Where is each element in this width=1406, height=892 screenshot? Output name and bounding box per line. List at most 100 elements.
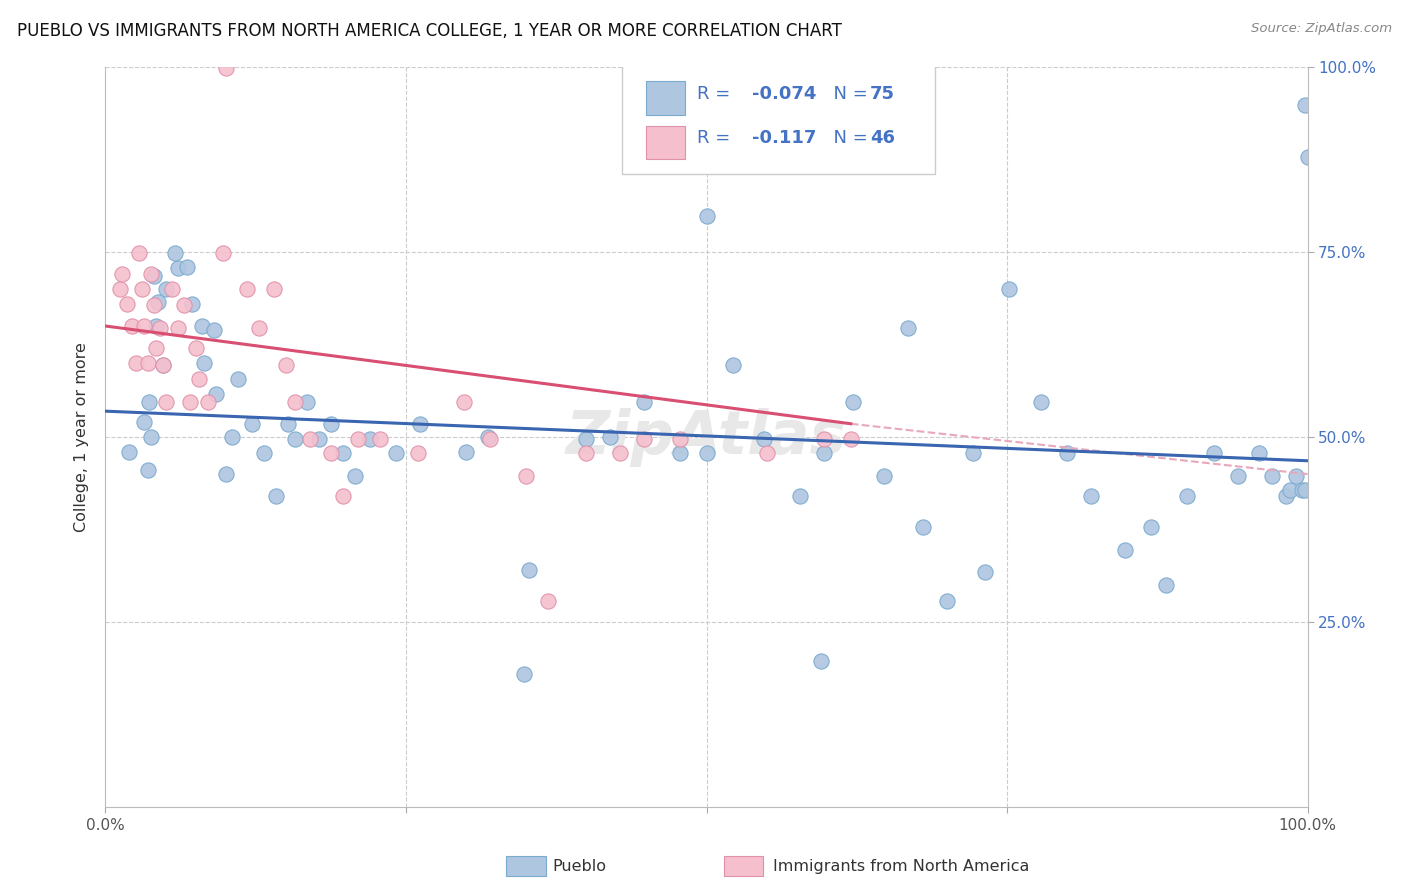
Text: 46: 46 bbox=[870, 129, 896, 147]
Point bbox=[1226, 468, 1249, 483]
Point bbox=[118, 445, 141, 459]
Point bbox=[121, 319, 143, 334]
Text: R =: R = bbox=[697, 129, 735, 147]
FancyBboxPatch shape bbox=[623, 65, 935, 174]
Point bbox=[1056, 446, 1078, 460]
Point bbox=[1080, 489, 1102, 503]
Point bbox=[152, 358, 174, 372]
Point bbox=[145, 341, 167, 355]
Point bbox=[166, 261, 188, 276]
Point bbox=[236, 282, 259, 296]
Point bbox=[284, 432, 307, 446]
Point bbox=[1175, 489, 1198, 503]
Text: -0.117: -0.117 bbox=[752, 129, 817, 147]
Point bbox=[298, 432, 321, 446]
Point bbox=[108, 282, 131, 296]
Point bbox=[515, 468, 537, 483]
Point bbox=[131, 282, 153, 296]
Point bbox=[1294, 483, 1316, 498]
Text: Pueblo: Pueblo bbox=[553, 859, 606, 873]
Text: Source: ZipAtlas.com: Source: ZipAtlas.com bbox=[1251, 22, 1392, 36]
Point bbox=[142, 298, 165, 312]
Point bbox=[669, 432, 692, 446]
Point bbox=[321, 417, 343, 431]
Point bbox=[537, 594, 560, 608]
Point bbox=[274, 358, 297, 372]
Text: N =: N = bbox=[823, 85, 873, 103]
FancyBboxPatch shape bbox=[647, 81, 685, 115]
Point bbox=[575, 432, 598, 446]
Point bbox=[513, 667, 536, 681]
Point bbox=[148, 295, 170, 310]
Point bbox=[633, 394, 655, 409]
Point bbox=[347, 432, 370, 446]
Point bbox=[1029, 394, 1052, 409]
Point bbox=[936, 594, 959, 608]
Point bbox=[253, 446, 276, 460]
Point bbox=[188, 372, 211, 386]
Point bbox=[1202, 446, 1225, 460]
Point bbox=[813, 446, 835, 460]
Point bbox=[1260, 468, 1282, 483]
Point bbox=[1284, 468, 1306, 483]
Point bbox=[277, 417, 299, 431]
Point bbox=[205, 387, 228, 401]
Point bbox=[128, 246, 150, 260]
Point bbox=[136, 463, 159, 477]
Point bbox=[173, 298, 195, 312]
Point bbox=[264, 489, 287, 503]
Point bbox=[197, 394, 219, 409]
Text: ZipAtlas: ZipAtlas bbox=[567, 408, 846, 467]
Point bbox=[721, 358, 744, 372]
Point bbox=[155, 394, 177, 409]
Point bbox=[409, 417, 432, 431]
Point bbox=[155, 282, 177, 296]
Point bbox=[132, 319, 155, 334]
Text: R =: R = bbox=[697, 85, 735, 103]
Point bbox=[297, 394, 319, 409]
Point bbox=[152, 358, 174, 372]
Point bbox=[148, 320, 170, 334]
Point bbox=[212, 246, 235, 260]
Point bbox=[160, 282, 183, 296]
Point bbox=[1249, 446, 1271, 460]
Point bbox=[754, 432, 776, 446]
Point bbox=[1140, 520, 1163, 534]
Point bbox=[247, 320, 270, 334]
Point bbox=[284, 394, 307, 409]
Point bbox=[136, 356, 159, 370]
Point bbox=[263, 282, 285, 296]
Point bbox=[321, 446, 343, 460]
Point bbox=[132, 415, 155, 429]
Point bbox=[179, 394, 201, 409]
Point bbox=[669, 446, 692, 460]
Point bbox=[897, 320, 920, 334]
Point bbox=[193, 356, 215, 370]
Point bbox=[359, 432, 381, 446]
Point bbox=[1275, 489, 1298, 503]
Point bbox=[575, 446, 598, 460]
Point bbox=[385, 446, 408, 460]
Point bbox=[332, 446, 354, 460]
Point bbox=[454, 445, 477, 459]
Point bbox=[166, 320, 188, 334]
Point bbox=[609, 446, 631, 460]
Y-axis label: College, 1 year or more: College, 1 year or more bbox=[75, 343, 90, 532]
Point bbox=[1114, 542, 1136, 557]
Point bbox=[214, 62, 236, 76]
Point bbox=[124, 356, 146, 370]
Point bbox=[477, 430, 499, 444]
Point bbox=[190, 319, 212, 334]
Point bbox=[974, 565, 997, 579]
Point bbox=[813, 432, 835, 446]
Point bbox=[240, 417, 263, 431]
Point bbox=[810, 654, 832, 668]
Text: -0.074: -0.074 bbox=[752, 85, 817, 103]
Point bbox=[332, 489, 354, 503]
Point bbox=[139, 267, 162, 281]
Point bbox=[998, 282, 1021, 296]
Point bbox=[599, 430, 621, 444]
Point bbox=[962, 446, 984, 460]
Point bbox=[696, 210, 718, 224]
Point bbox=[142, 268, 165, 283]
